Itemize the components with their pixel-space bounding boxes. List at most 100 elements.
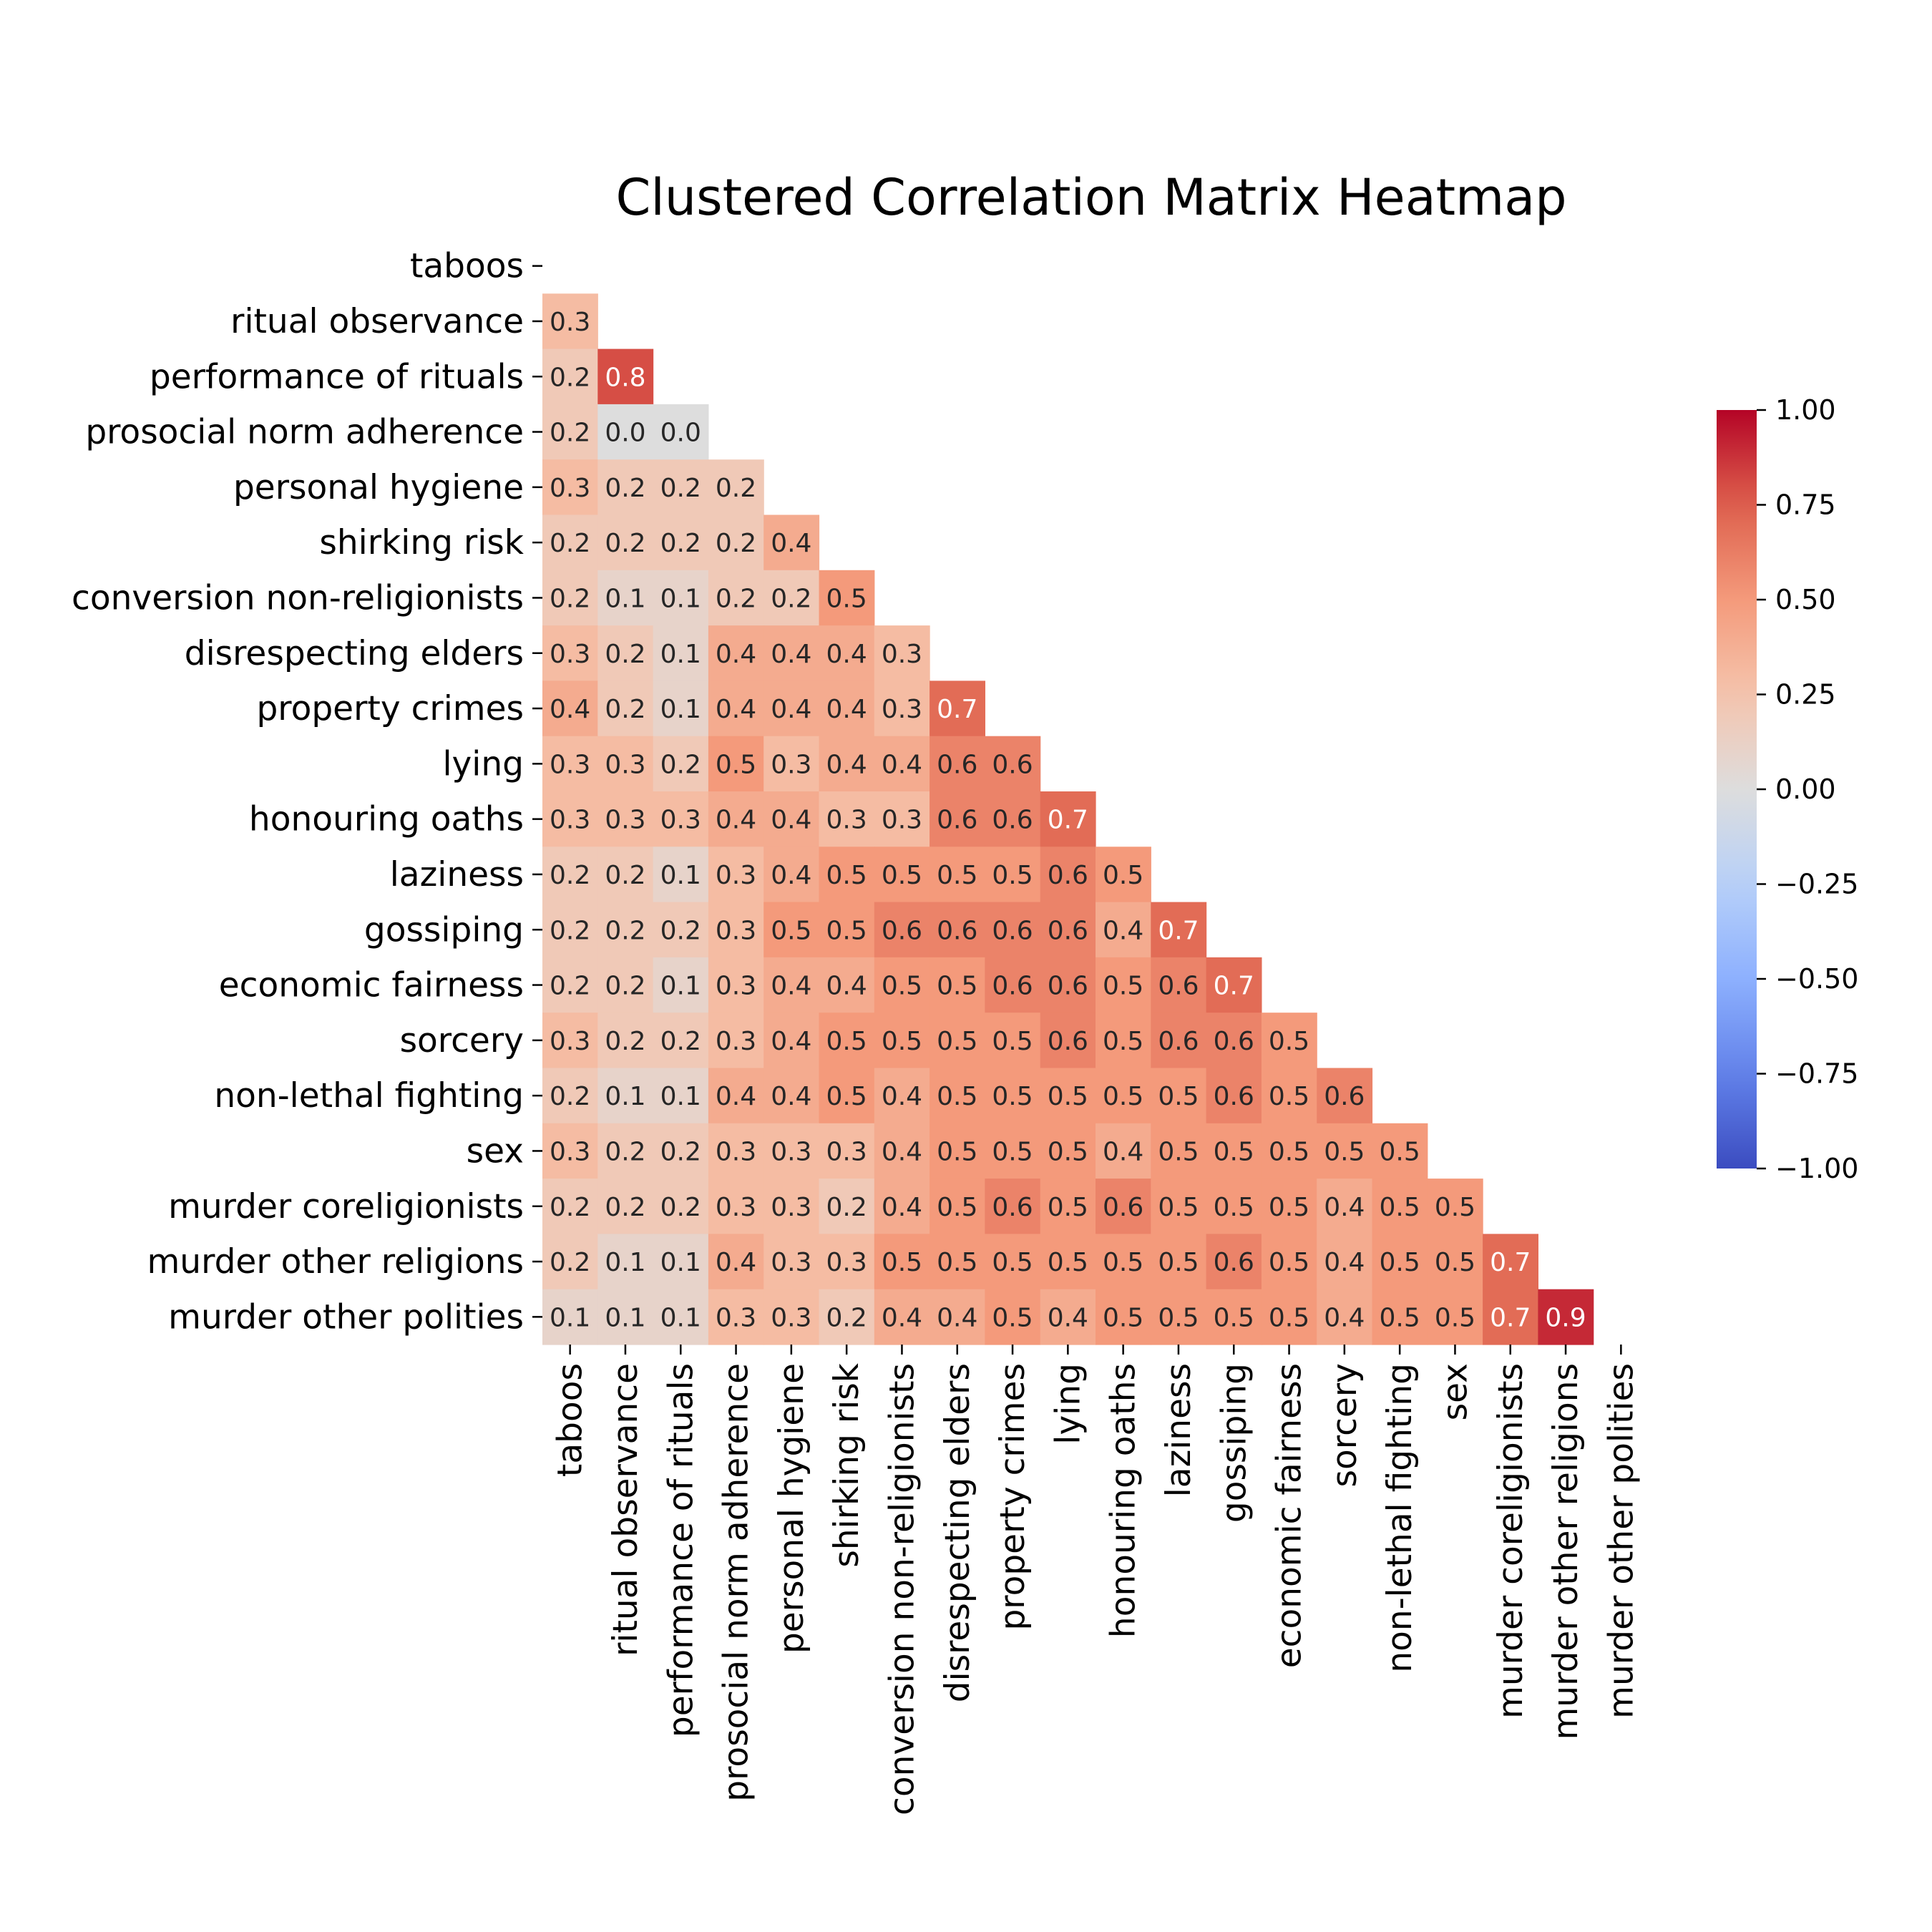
heatmap-cell bbox=[763, 625, 820, 681]
heatmap-cell bbox=[597, 791, 654, 847]
cell-annotation: 0.3 bbox=[550, 1027, 590, 1056]
heatmap-cell bbox=[763, 1123, 820, 1179]
cell-annotation: 0.3 bbox=[771, 1248, 811, 1277]
cell-annotation: 0.5 bbox=[992, 1027, 1033, 1056]
heatmap-cell bbox=[819, 1123, 875, 1179]
heatmap-cell bbox=[1483, 1234, 1538, 1290]
heatmap-cell bbox=[708, 902, 764, 958]
cell-annotation: 0.4 bbox=[771, 1027, 811, 1056]
heatmap-cell bbox=[653, 1123, 709, 1179]
heatmap-cell bbox=[1261, 1234, 1317, 1290]
cell-annotation: 0.7 bbox=[1048, 806, 1088, 835]
cell-annotation: 0.2 bbox=[605, 695, 645, 724]
heatmap-cell bbox=[763, 902, 820, 958]
cell-annotation: 0.5 bbox=[1158, 1248, 1199, 1277]
cell-annotation: 0.4 bbox=[1103, 1137, 1143, 1166]
cell-annotation: 0.4 bbox=[716, 1082, 756, 1111]
cell-annotation: 0.5 bbox=[1103, 861, 1143, 890]
heatmap-cell bbox=[1261, 1068, 1317, 1124]
heatmap-cell bbox=[1040, 1289, 1096, 1345]
x-tick-label: murder other polities bbox=[1601, 1363, 1641, 1719]
heatmap-cell bbox=[597, 902, 654, 958]
cell-annotation: 0.5 bbox=[1269, 1248, 1309, 1277]
heatmap-cell bbox=[597, 1013, 654, 1069]
cell-annotation: 0.5 bbox=[1435, 1248, 1475, 1277]
heatmap-cell bbox=[597, 570, 654, 626]
heatmap-cell bbox=[819, 625, 875, 681]
heatmap-cell bbox=[1206, 1068, 1262, 1124]
cell-annotation: 0.4 bbox=[1103, 916, 1143, 945]
y-tick-label: gossiping bbox=[364, 910, 524, 950]
cell-annotation: 0.3 bbox=[550, 308, 590, 337]
cell-annotation: 0.2 bbox=[550, 1082, 590, 1111]
cell-annotation: 0.4 bbox=[826, 695, 867, 724]
heatmap-cell bbox=[819, 1179, 875, 1234]
heatmap-cell bbox=[819, 791, 875, 847]
cell-annotation: 0.2 bbox=[605, 861, 645, 890]
cell-annotation: 0.6 bbox=[937, 806, 977, 835]
cell-annotation: 0.5 bbox=[826, 584, 867, 613]
cell-annotation: 0.4 bbox=[771, 695, 811, 724]
heatmap-cell bbox=[985, 791, 1041, 847]
cell-annotation: 0.6 bbox=[992, 750, 1033, 779]
cell-annotation: 0.2 bbox=[660, 1137, 701, 1166]
heatmap-cell bbox=[930, 791, 985, 847]
cell-annotation: 0.2 bbox=[660, 1027, 701, 1056]
heatmap-cell bbox=[1372, 1289, 1428, 1345]
cell-annotation: 0.5 bbox=[1103, 1248, 1143, 1277]
heatmap-cell bbox=[874, 791, 930, 847]
cell-annotation: 0.2 bbox=[660, 529, 701, 558]
heatmap-cell bbox=[1317, 1123, 1373, 1179]
cell-annotation: 0.5 bbox=[937, 1193, 977, 1222]
cell-annotation: 0.2 bbox=[605, 474, 645, 503]
cell-annotation: 0.6 bbox=[937, 750, 977, 779]
cell-annotation: 0.6 bbox=[1048, 972, 1088, 1001]
x-axis-ticks: taboos ritual observance performance of ri… bbox=[551, 1345, 1641, 1815]
heatmap-cell bbox=[763, 570, 820, 626]
cell-annotation: 0.2 bbox=[826, 1303, 867, 1332]
y-tick-label: shirking risk bbox=[319, 523, 524, 562]
cell-annotation: 0.1 bbox=[605, 1303, 645, 1332]
cell-annotation: 0.5 bbox=[1158, 1082, 1199, 1111]
cell-annotation: 0.6 bbox=[1324, 1082, 1365, 1111]
cell-annotation: 0.7 bbox=[1490, 1248, 1531, 1277]
cell-annotation: 0.5 bbox=[992, 1303, 1033, 1332]
cell-annotation: 0.1 bbox=[605, 1082, 645, 1111]
x-tick-label: shirking risk bbox=[827, 1362, 867, 1567]
heatmap-cell bbox=[1151, 902, 1207, 958]
x-tick-label: economic fairness bbox=[1270, 1363, 1309, 1668]
x-tick-label: personal hygiene bbox=[772, 1363, 811, 1654]
heatmap-cell bbox=[542, 1289, 598, 1345]
cell-annotation: 0.2 bbox=[771, 584, 811, 613]
heatmap-cell bbox=[819, 1234, 875, 1290]
cell-annotation: 0.4 bbox=[771, 972, 811, 1001]
cell-annotation: 0.3 bbox=[550, 806, 590, 835]
cell-annotation: 0.3 bbox=[716, 1193, 756, 1222]
heatmap-cell bbox=[763, 791, 820, 847]
cell-annotation: 0.5 bbox=[882, 861, 922, 890]
heatmap-cell bbox=[985, 957, 1041, 1013]
heatmap-cell bbox=[819, 680, 875, 737]
heatmap-cell bbox=[597, 514, 654, 571]
heatmap-cell bbox=[653, 625, 709, 681]
cell-annotation: 0.4 bbox=[716, 695, 756, 724]
heatmap-cell bbox=[542, 459, 598, 516]
heatmap-cell bbox=[1206, 1013, 1262, 1069]
heatmap-cell bbox=[1483, 1289, 1538, 1345]
heatmap-cell bbox=[819, 570, 875, 626]
cell-annotation: 0.7 bbox=[937, 695, 977, 724]
heatmap-cell bbox=[763, 1068, 820, 1124]
y-tick-label: honouring oaths bbox=[249, 800, 524, 839]
heatmap-cell bbox=[1206, 1234, 1262, 1290]
cell-annotation: 0.5 bbox=[1103, 1027, 1143, 1056]
heatmap-cell bbox=[597, 459, 654, 516]
cell-annotation: 0.1 bbox=[660, 1082, 701, 1111]
y-tick-label: murder other religions bbox=[147, 1242, 524, 1282]
cell-annotation: 0.5 bbox=[1048, 1248, 1088, 1277]
colorbar-gradient bbox=[1717, 410, 1757, 1169]
y-tick-label: sex bbox=[467, 1131, 524, 1171]
heatmap-cell bbox=[653, 1068, 709, 1124]
colorbar-tick-label: −1.00 bbox=[1775, 1153, 1858, 1184]
colorbar-tick-label: 0.50 bbox=[1775, 584, 1836, 615]
x-tick-label: performance of rituals bbox=[661, 1363, 701, 1737]
